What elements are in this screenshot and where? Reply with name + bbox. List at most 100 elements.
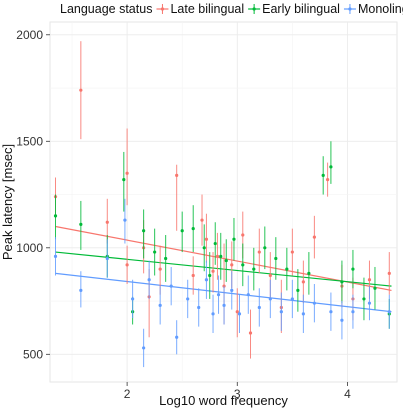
data-point xyxy=(290,297,294,301)
data-point xyxy=(285,267,289,271)
data-point xyxy=(248,331,253,335)
data-point xyxy=(202,246,206,250)
data-point xyxy=(222,303,226,307)
legend-title: Language status xyxy=(60,2,152,16)
data-point xyxy=(329,165,333,169)
data-point xyxy=(329,310,333,314)
data-point xyxy=(373,286,377,290)
data-point xyxy=(230,263,234,267)
legend-key-point xyxy=(348,7,352,11)
legend-item-late-bilingual: Late bilingual xyxy=(156,2,244,16)
data-point xyxy=(213,241,217,246)
data-point xyxy=(125,263,129,267)
y-tick-label: 1000 xyxy=(16,241,43,255)
data-point xyxy=(131,297,135,301)
data-point xyxy=(169,284,173,288)
data-point xyxy=(200,218,204,222)
data-point xyxy=(180,229,184,233)
y-tick-label: 500 xyxy=(23,347,43,361)
data-point xyxy=(279,310,283,314)
data-point xyxy=(237,312,242,316)
data-point xyxy=(351,310,355,314)
legend-label: Monolingual xyxy=(358,2,403,16)
x-tick-label: 2 xyxy=(124,387,131,401)
data-point xyxy=(211,312,215,316)
data-point xyxy=(204,237,209,241)
fit-lines xyxy=(55,225,392,313)
data-point xyxy=(340,318,344,322)
data-point xyxy=(232,237,236,241)
data-point xyxy=(125,171,129,175)
data-point xyxy=(257,305,261,310)
y-axis-label: Peak latency [msec] xyxy=(0,144,15,260)
y-tick-label: 2000 xyxy=(16,28,43,42)
data-point xyxy=(296,288,300,293)
data-point xyxy=(158,303,162,307)
series-monolingual xyxy=(53,198,391,368)
x-axis-label: Log10 word frequency xyxy=(159,393,288,408)
data-point xyxy=(219,254,223,258)
data-point xyxy=(191,273,195,278)
data-point xyxy=(307,271,311,275)
data-point xyxy=(321,173,325,177)
data-point xyxy=(224,258,228,263)
data-point xyxy=(312,301,316,305)
legend-item-monolingual: Monolingual xyxy=(343,2,403,16)
data-point xyxy=(312,235,316,239)
data-point xyxy=(164,256,168,261)
data-point xyxy=(387,271,391,275)
data-point xyxy=(208,273,212,278)
data-point xyxy=(105,256,109,261)
data-point xyxy=(367,301,372,305)
data-point xyxy=(268,297,272,301)
data-point xyxy=(204,278,209,282)
x-tick-label: 3 xyxy=(234,387,241,401)
data-point xyxy=(235,310,239,314)
gridlines xyxy=(50,22,397,382)
fit-line-monolingual xyxy=(55,272,392,313)
data-point xyxy=(211,269,215,273)
data-point xyxy=(123,218,127,222)
fit-line-early-bilingual xyxy=(55,251,392,287)
data-point xyxy=(367,278,372,282)
data-point xyxy=(215,254,220,258)
data-point xyxy=(122,178,126,182)
data-point xyxy=(340,280,344,284)
data-point xyxy=(230,288,234,293)
data-point xyxy=(79,288,83,293)
data-point xyxy=(153,250,157,254)
data-point xyxy=(290,250,294,254)
data-point xyxy=(216,293,221,297)
data-point xyxy=(257,250,261,254)
data-point xyxy=(351,267,355,271)
data-point xyxy=(326,178,330,182)
data-point xyxy=(252,267,256,271)
legend-key-point xyxy=(160,7,165,11)
data-point xyxy=(79,88,83,92)
data-point xyxy=(53,214,58,218)
data-point xyxy=(263,246,267,250)
y-tick-label: 1500 xyxy=(16,134,43,148)
data-point xyxy=(301,312,305,316)
data-point xyxy=(274,256,278,261)
legend-key-point xyxy=(252,7,256,11)
data-point xyxy=(186,297,190,301)
data-point xyxy=(53,254,58,258)
fit-line-late-bilingual xyxy=(55,225,392,291)
data-point xyxy=(158,267,162,271)
y-axis: 500 1000 1500 2000 xyxy=(16,28,50,361)
data-point xyxy=(362,297,366,301)
data-point xyxy=(142,346,146,350)
data-point xyxy=(268,273,272,278)
data-point xyxy=(197,305,201,310)
data-point xyxy=(79,222,83,226)
legend: Language status Late bilingual Early bili… xyxy=(60,2,403,16)
data-point xyxy=(147,278,151,282)
legend-label: Early bilingual xyxy=(262,2,340,16)
x-tick-label: 4 xyxy=(344,387,351,401)
data-point xyxy=(241,233,245,237)
data-point xyxy=(175,173,179,177)
data-point xyxy=(301,280,305,284)
data-point xyxy=(241,263,245,267)
